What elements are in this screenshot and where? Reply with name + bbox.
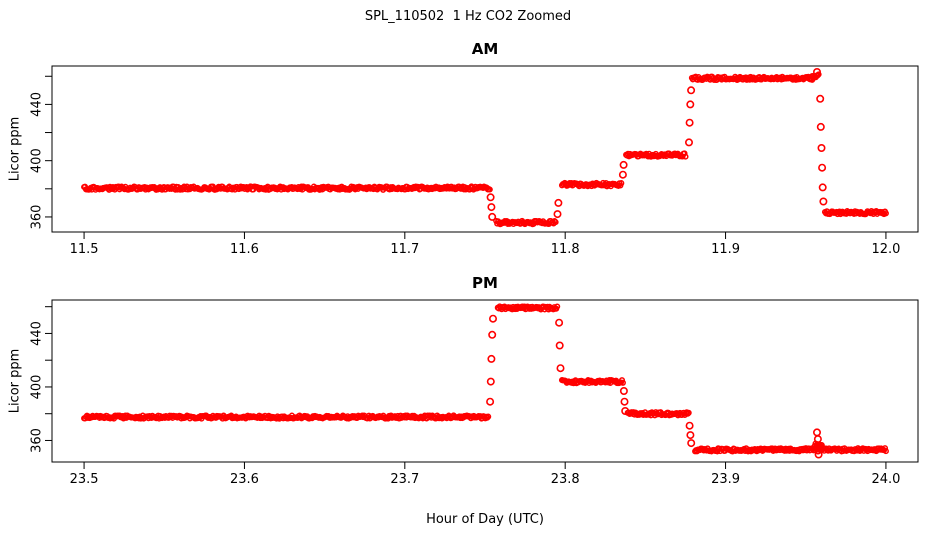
svg-text:11.6: 11.6 <box>230 242 259 257</box>
panel-title-pm: PM <box>472 274 498 292</box>
figure-title: SPL_110502 1 Hz CO2 Zoomed <box>364 9 572 24</box>
svg-text:440: 440 <box>30 321 45 346</box>
svg-text:11.8: 11.8 <box>551 242 580 257</box>
svg-text:440: 440 <box>30 92 45 117</box>
y-axis-label-am: Licor ppm <box>7 116 23 182</box>
svg-text:360: 360 <box>30 205 45 230</box>
svg-text:24.0: 24.0 <box>871 472 900 487</box>
x-axis-label: Hour of Day (UTC) <box>426 512 544 527</box>
svg-text:23.8: 23.8 <box>551 472 580 487</box>
svg-text:23.5: 23.5 <box>70 472 99 487</box>
svg-text:23.7: 23.7 <box>390 472 419 487</box>
svg-text:400: 400 <box>30 148 45 173</box>
svg-text:400: 400 <box>30 375 45 400</box>
svg-text:12.0: 12.0 <box>871 242 900 257</box>
svg-text:23.9: 23.9 <box>711 472 740 487</box>
y-axis-label-pm: Licor ppm <box>7 348 23 414</box>
panel-title-am: AM <box>471 40 499 58</box>
svg-text:11.5: 11.5 <box>70 242 99 257</box>
svg-text:23.6: 23.6 <box>230 472 259 487</box>
svg-text:11.9: 11.9 <box>711 242 740 257</box>
svg-text:360: 360 <box>30 428 45 453</box>
svg-text:11.7: 11.7 <box>390 242 419 257</box>
